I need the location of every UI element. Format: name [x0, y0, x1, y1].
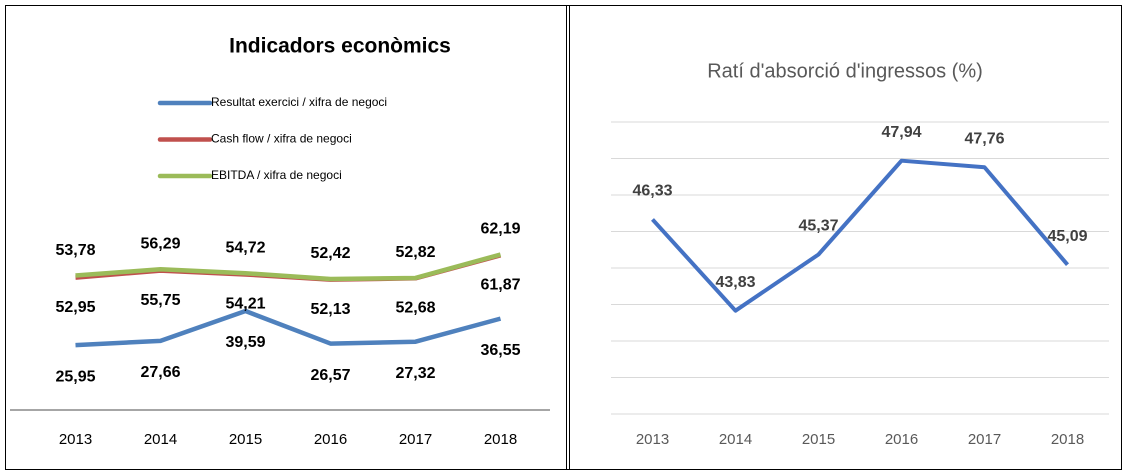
x-tick-label: 2018 — [484, 431, 517, 448]
series-line — [75, 308, 502, 348]
x-tick-label: 2016 — [885, 431, 918, 448]
x-tick-label: 2013 — [59, 431, 92, 448]
data-label: 46,33 — [632, 183, 672, 200]
data-label: 52,42 — [310, 245, 350, 262]
data-label: 47,94 — [881, 124, 921, 141]
data-label: 27,32 — [395, 365, 435, 382]
data-label: 54,72 — [225, 239, 265, 256]
data-label: 25,95 — [55, 368, 95, 385]
data-label: 36,55 — [480, 342, 520, 359]
legend-label: Cash flow / xifra de negoci — [211, 132, 352, 146]
x-tick-label: 2016 — [314, 431, 347, 448]
data-label: 26,57 — [310, 367, 350, 384]
data-label: 62,19 — [480, 221, 520, 238]
data-label: 55,75 — [140, 292, 180, 309]
data-label: 52,95 — [55, 299, 95, 316]
legend-label: Resultat exercici / xifra de negoci — [211, 95, 387, 109]
series-line — [651, 158, 1070, 313]
chart-title: Indicadors econòmics — [229, 35, 451, 58]
data-label: 47,76 — [964, 130, 1004, 147]
chart-title: Ratí d'absorció d'ingressos (%) — [707, 60, 983, 82]
data-label: 53,78 — [55, 242, 95, 259]
x-tick-label: 2017 — [399, 431, 432, 448]
x-tick-label: 2014 — [144, 431, 177, 448]
data-label: 52,82 — [395, 244, 435, 261]
data-label: 61,87 — [480, 277, 520, 294]
data-label: 54,21 — [225, 296, 265, 313]
data-label: 56,29 — [140, 235, 180, 252]
data-label: 39,59 — [225, 334, 265, 351]
x-tick-label: 2014 — [719, 431, 752, 448]
legend-label: EBITDA / xifra de negoci — [211, 168, 342, 182]
data-label: 43,83 — [715, 274, 755, 291]
data-label: 52,68 — [395, 300, 435, 317]
data-label: 45,09 — [1047, 228, 1087, 245]
data-label: 45,37 — [798, 218, 838, 235]
series-line — [75, 252, 502, 282]
x-tick-label: 2017 — [968, 431, 1001, 448]
x-tick-label: 2015 — [802, 431, 835, 448]
data-label: 52,13 — [310, 301, 350, 318]
x-tick-label: 2018 — [1051, 431, 1084, 448]
x-tick-label: 2015 — [229, 431, 262, 448]
x-tick-label: 2013 — [636, 431, 669, 448]
data-label: 27,66 — [140, 364, 180, 381]
